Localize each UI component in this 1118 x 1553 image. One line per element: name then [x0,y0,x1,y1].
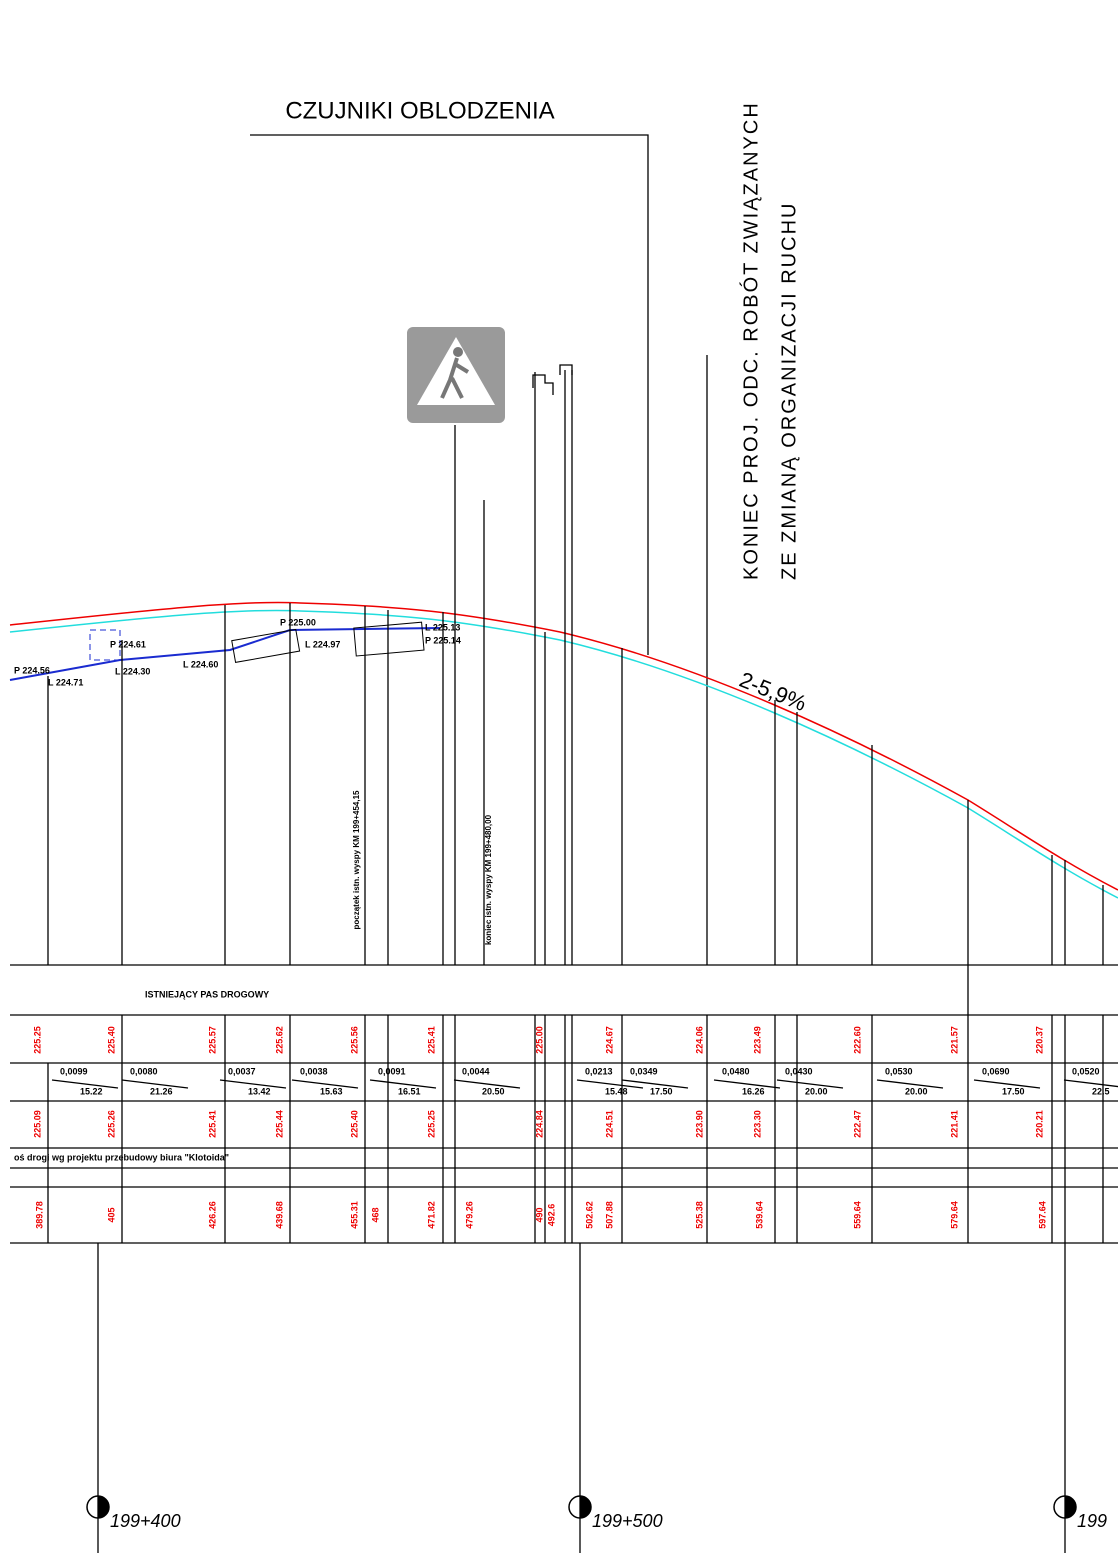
chainage: 199+400 [110,1511,181,1531]
cell-value: 507.88 [604,1201,614,1229]
cell-value: 389.78 [34,1201,44,1229]
length: 15.48 [605,1086,628,1096]
cell-value: 468 [370,1207,380,1222]
point-label: L 224.60 [183,659,218,669]
point-label: L 225.13 [425,622,460,632]
gradient: 0,0690 [982,1066,1010,1076]
slope-label: 2-5,9% [736,667,810,716]
point-label: P 225.00 [280,617,316,627]
cell-value: 471.82 [426,1201,436,1229]
gradient-line [1064,1080,1118,1088]
end-label: ZE ZMIANĄ ORGANIZACJI RUCHU [778,202,800,580]
cell-value: 225.00 [534,1026,544,1054]
gradient: 0,0520 [1072,1066,1100,1076]
length: 15.63 [320,1086,343,1096]
end-label: KONIEC PROJ. ODC. ROBÓT ZWIĄZANYCH [739,101,762,580]
cell-value: 479.26 [464,1201,474,1229]
cell-value: 539.64 [754,1201,764,1229]
cell-value: 222.60 [852,1026,862,1054]
cell-value: 225.41 [426,1026,436,1054]
gradient: 0,0091 [378,1066,406,1076]
point-label: L 224.97 [305,639,340,649]
point-label: P 224.61 [110,639,146,649]
gradient: 0,0480 [722,1066,750,1076]
length: 20.00 [805,1086,828,1096]
row-title: ISTNIEJĄCY PAS DROGOWY [145,989,269,999]
gradient: 0,0430 [785,1066,813,1076]
island-label: początek istn. wyspy KM 199+454,15 [352,790,361,930]
cell-value: 225.25 [426,1110,436,1138]
cell-value: 224.06 [694,1026,704,1054]
cell-value: 559.64 [852,1201,862,1229]
cell-value: 426.26 [207,1201,217,1229]
length: 17.50 [1002,1086,1025,1096]
gradient: 0,0099 [60,1066,88,1076]
crossing-sign [407,327,505,423]
gradient: 0,0349 [630,1066,658,1076]
point-label: L 224.71 [48,677,83,687]
cell-value: 223.30 [752,1110,762,1138]
existing-profile [10,610,1118,898]
gradient: 0,0038 [300,1066,328,1076]
length: 22.5 [1092,1086,1110,1096]
cell-value: 224.84 [534,1110,544,1138]
cell-value: 220.21 [1034,1110,1044,1138]
point-label: P 225.14 [425,635,461,645]
length: 13.42 [248,1086,271,1096]
gradient: 0,0213 [585,1066,613,1076]
cell-value: 455.31 [349,1201,359,1229]
cell-value: 222.47 [852,1110,862,1138]
cell-value: 225.26 [106,1110,116,1138]
chainage: 199+500 [592,1511,663,1531]
chainage-marker [98,1496,109,1518]
cell-value: 492.6 [546,1204,556,1227]
sensor-icon [533,365,572,395]
cell-value: 490 [534,1207,544,1222]
cell-value: 225.25 [32,1026,42,1054]
cell-value: 225.09 [32,1110,42,1138]
design-profile [10,602,1118,890]
cell-value: 525.38 [694,1201,704,1229]
length: 21.26 [150,1086,173,1096]
cell-value: 225.40 [349,1110,359,1138]
cell-value: 225.44 [274,1110,284,1138]
cell-value: 221.41 [949,1110,959,1138]
point-label: P 224.56 [14,665,50,675]
gradient: 0,0080 [130,1066,158,1076]
cell-value: 225.40 [106,1026,116,1054]
length: 16.26 [742,1086,765,1096]
point-label: L 224.30 [115,666,150,676]
gradient: 0,0044 [462,1066,490,1076]
gradient: 0,0037 [228,1066,256,1076]
cell-value: 439.68 [274,1201,284,1229]
cell-value: 224.51 [604,1110,614,1138]
cell-value: 224.67 [604,1026,614,1054]
gradient: 0,0530 [885,1066,913,1076]
cell-value: 223.49 [752,1026,762,1054]
cell-value: 221.57 [949,1026,959,1054]
length: 20.00 [905,1086,928,1096]
sensors-label: CZUJNIKI OBLODZENIA [285,97,554,124]
cell-value: 225.41 [207,1110,217,1138]
cell-value: 597.64 [1037,1201,1047,1229]
cell-value: 220.37 [1034,1026,1044,1054]
cell-value: 502.62 [584,1201,594,1229]
profile-drawing: CZUJNIKI OBLODZENIA KONIEC PROJ. ODC. RO… [0,0,1118,1553]
length: 17.50 [650,1086,673,1096]
chainage-marker [1065,1496,1076,1518]
cell-value: 225.57 [207,1026,217,1054]
length: 15.22 [80,1086,103,1096]
island-label: koniec istn. wyspy KM 199+480,00 [484,814,493,945]
chainage-marker [580,1496,591,1518]
cell-value: 225.62 [274,1026,284,1054]
length: 20.50 [482,1086,505,1096]
length: 16.51 [398,1086,421,1096]
cell-value: 405 [106,1207,116,1222]
cell-value: 225.56 [349,1026,359,1054]
chainage: 199 [1077,1511,1107,1531]
cell-value: 579.64 [949,1201,959,1229]
cell-value: 223.90 [694,1110,704,1138]
